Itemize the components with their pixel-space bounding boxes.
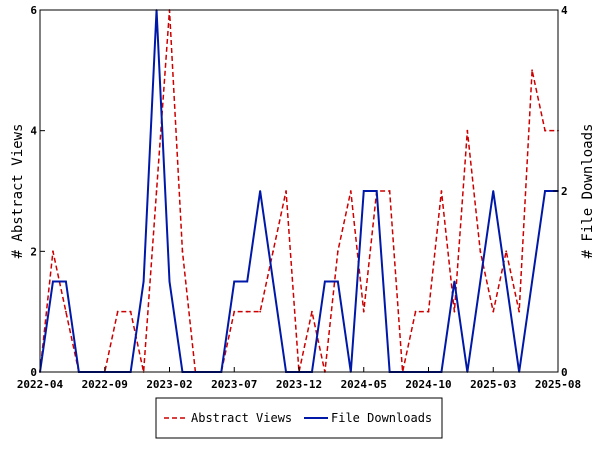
x-tick-label: 2023-02: [146, 378, 192, 391]
data-point-file-downloads: [324, 280, 326, 283]
axis-ticks: [39, 9, 559, 373]
y-left-tick-label: 0: [30, 366, 37, 379]
y-right-tick-label: 4: [561, 4, 568, 17]
data-point-abstract-views: [531, 69, 533, 72]
data-point-abstract-views: [259, 310, 262, 313]
data-point-abstract-views: [362, 310, 365, 313]
y-left-tick-label: 4: [30, 125, 37, 138]
data-point-file-downloads: [272, 280, 274, 283]
series-line-file-downloads: [39, 9, 558, 373]
data-point-file-downloads: [259, 190, 262, 192]
data-point-abstract-views: [65, 310, 67, 313]
data-point-abstract-views: [505, 250, 508, 253]
data-point-file-downloads: [142, 280, 145, 283]
data-point-file-downloads: [375, 190, 378, 192]
plot-area-frame: [39, 9, 559, 373]
data-point-abstract-views: [233, 310, 236, 313]
data-point-abstract-views: [272, 250, 274, 253]
x-tick-label: 2022-04: [17, 378, 64, 391]
data-point-abstract-views: [440, 190, 443, 192]
x-tick-label: 2024-05: [341, 378, 387, 391]
left-axis-title: # Abstract Views: [10, 124, 26, 259]
data-point-file-downloads: [505, 280, 508, 283]
data-point-file-downloads: [246, 280, 249, 283]
data-point-abstract-views: [427, 310, 430, 313]
data-point-file-downloads: [65, 280, 67, 283]
data-point-abstract-views: [285, 190, 287, 192]
data-point-file-downloads: [453, 280, 456, 283]
data-point-abstract-views: [52, 250, 54, 253]
series-layer: [39, 9, 559, 373]
x-tick-label: 2023-12: [276, 378, 322, 391]
data-point-abstract-views: [544, 129, 546, 132]
y-right-tick-label: 2: [561, 185, 568, 198]
data-point-abstract-views: [349, 190, 352, 192]
data-point-abstract-views: [311, 310, 313, 313]
data-point-abstract-views: [492, 310, 495, 313]
legend-label-abstract-views: Abstract Views: [191, 411, 292, 425]
data-point-abstract-views: [129, 310, 132, 313]
data-point-file-downloads: [479, 280, 482, 283]
legend-label-file-downloads: File Downloads: [331, 411, 432, 425]
x-tick-label: 2022-09: [82, 378, 128, 391]
x-tick-label: 2024-10: [405, 378, 451, 391]
axis-labels: 2022-04 2022-09 2023-02 2023-07 2023-12 2024-…: [17, 4, 581, 391]
data-point-file-downloads: [544, 190, 546, 192]
data-point-file-downloads: [531, 280, 533, 283]
data-point-file-downloads: [168, 280, 171, 283]
data-point-abstract-views: [116, 310, 119, 313]
data-point-file-downloads: [52, 280, 54, 283]
data-point-abstract-views: [479, 250, 482, 253]
data-point-file-downloads: [492, 190, 495, 192]
data-point-abstract-views: [414, 310, 417, 313]
data-point-abstract-views: [246, 310, 249, 313]
data-point-file-downloads: [336, 280, 339, 283]
legend-box: [155, 397, 443, 439]
series-line-abstract-views: [39, 9, 558, 373]
legend: Abstract Views File Downloads: [155, 397, 443, 439]
data-point-abstract-views: [336, 250, 339, 253]
right-axis-title: # File Downloads: [580, 124, 596, 259]
data-point-abstract-views: [181, 250, 184, 253]
y-right-tick-label: 0: [561, 366, 568, 379]
data-point-abstract-views: [466, 129, 469, 132]
data-point-abstract-views: [518, 310, 521, 313]
y-left-tick-label: 2: [30, 245, 37, 258]
data-point-file-downloads: [233, 280, 236, 283]
x-tick-label: 2025-03: [470, 378, 516, 391]
x-tick-label: 2023-07: [211, 378, 257, 391]
y-left-tick-label: 6: [30, 4, 37, 17]
data-point-abstract-views: [388, 190, 391, 192]
x-tick-label: 2025-08: [535, 378, 581, 391]
data-point-abstract-views: [453, 310, 456, 313]
data-point-file-downloads: [362, 190, 365, 192]
data-point-abstract-views: [155, 190, 158, 192]
